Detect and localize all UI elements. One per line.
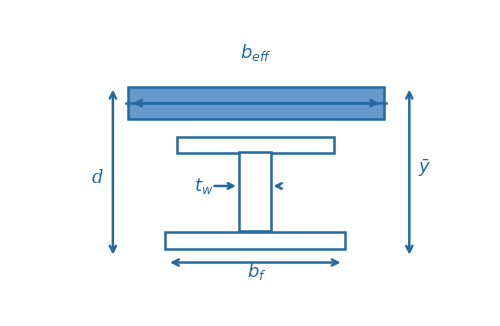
Text: $b_{eff}$: $b_{eff}$	[240, 42, 272, 64]
Bar	[239, 152, 270, 231]
Bar	[165, 232, 346, 249]
Text: $\bar{y}$: $\bar{y}$	[418, 157, 432, 179]
Text: d: d	[92, 170, 103, 187]
Bar	[128, 87, 384, 119]
Bar	[177, 137, 334, 153]
Text: $t_w$: $t_w$	[194, 176, 214, 196]
Text: $b_f$: $b_f$	[246, 261, 266, 282]
